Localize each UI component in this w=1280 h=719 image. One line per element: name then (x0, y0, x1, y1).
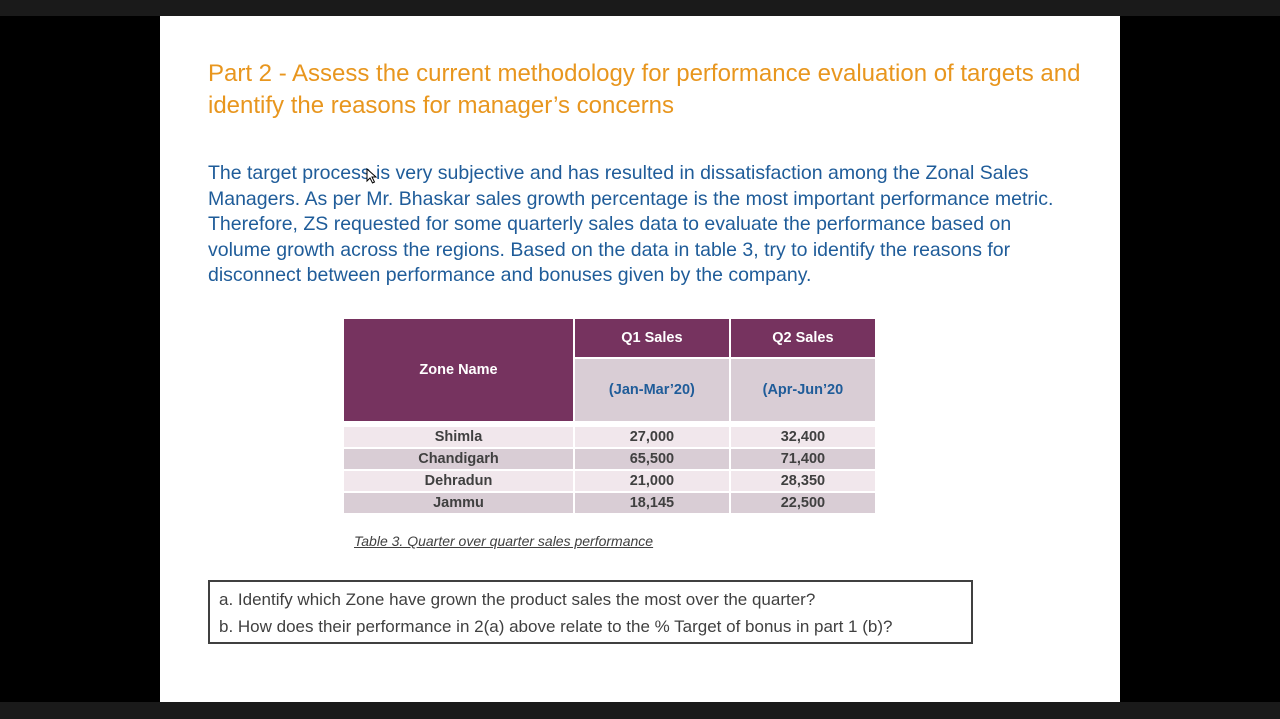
q2-cell: 22,500 (730, 493, 875, 513)
q2-sales-header: Q2 Sales (730, 319, 875, 358)
table-caption: Table 3. Quarter over quarter sales perf… (354, 533, 654, 549)
q1-period-header: (Jan-Mar’20) (575, 359, 729, 421)
viewer-top-bar (0, 0, 1280, 16)
q1-cell: 21,000 (575, 471, 729, 491)
question-b: b. How does their performance in 2(a) ab… (219, 617, 893, 636)
zone-cell: Jammu (344, 493, 573, 513)
table-row: Jammu 18,145 22,500 (344, 493, 875, 513)
presentation-slide: Part 2 - Assess the current methodology … (160, 16, 1120, 702)
q2-cell: 28,350 (730, 471, 875, 491)
mouse-cursor-icon (366, 168, 378, 184)
q1-cell: 18,145 (575, 493, 729, 513)
question-a: a. Identify which Zone have grown the pr… (219, 590, 816, 609)
q2-cell: 71,400 (730, 449, 875, 469)
slide-body-text: The target process is very subjective an… (208, 162, 1054, 287)
q1-sales-header: Q1 Sales (575, 319, 729, 358)
slide-title: Part 2 - Assess the current methodology … (208, 60, 1081, 119)
questions-box: a. Identify which Zone have grown the pr… (208, 580, 973, 644)
viewer-bottom-bar (0, 702, 1280, 719)
q1-cell: 27,000 (575, 427, 729, 447)
table-row: Chandigarh 65,500 71,400 (344, 449, 875, 469)
sales-table: Zone Name Q1 Sales Q2 Sales (Jan-Mar’20)… (342, 317, 877, 515)
q2-period-header: (Apr-Jun’20 (730, 359, 875, 421)
zone-cell: Dehradun (344, 471, 573, 491)
q1-cell: 65,500 (575, 449, 729, 469)
zone-cell: Chandigarh (344, 449, 573, 469)
zone-name-header: Zone Name (344, 319, 573, 421)
table-row: Shimla 27,000 32,400 (344, 427, 875, 447)
q2-cell: 32,400 (730, 427, 875, 447)
table-row: Dehradun 21,000 28,350 (344, 471, 875, 491)
zone-cell: Shimla (344, 427, 573, 447)
